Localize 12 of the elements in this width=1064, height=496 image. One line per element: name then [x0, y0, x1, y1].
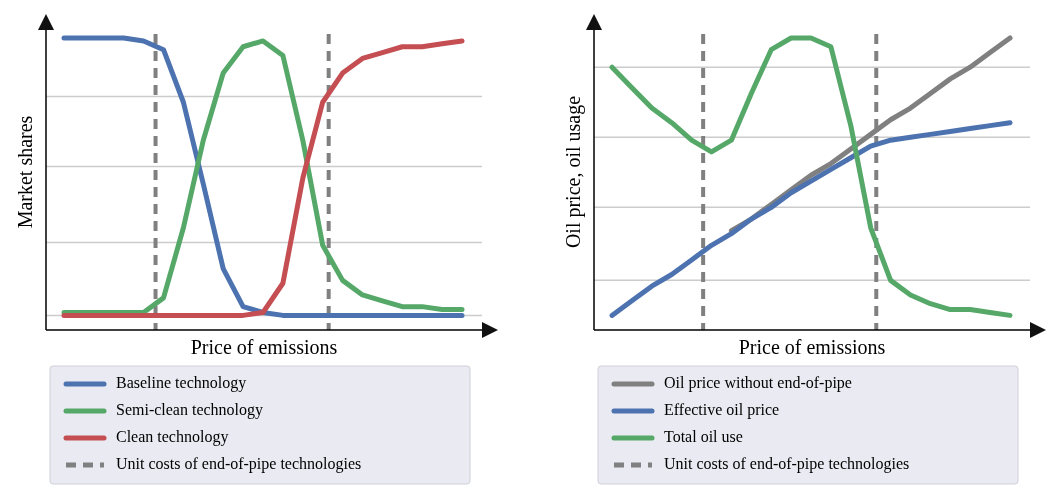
y-axis-title: Market shares: [14, 115, 36, 229]
legend-label: Effective oil price: [664, 400, 780, 419]
legend-label: Clean technology: [116, 427, 229, 446]
legend-label: Baseline technology: [116, 373, 247, 392]
legend-label: Total oil use: [664, 427, 743, 445]
legend-label: Semi-clean technology: [116, 400, 264, 419]
legend-label: Oil price without end-of-pipe: [664, 373, 852, 392]
y-axis-title: Oil price, oil usage: [562, 95, 585, 249]
text: Unit costs of end-of-pipe technologies: [664, 454, 910, 473]
x-axis-title: Price of emissions: [738, 336, 886, 358]
text: Unit costs of end-of-pipe technologies: [116, 454, 362, 473]
x-axis-title: Price of emissions: [190, 336, 338, 358]
